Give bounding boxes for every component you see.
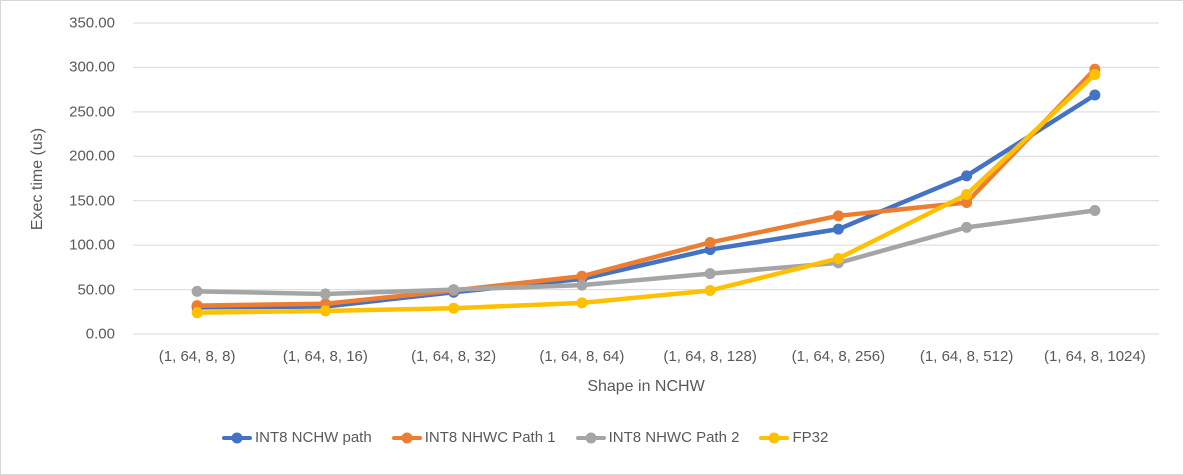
legend-label: INT8 NHWC Path 1 [424,429,556,446]
series-line-fp32 [194,72,1098,315]
data-point-marker [1089,204,1101,216]
data-point-marker [448,284,460,296]
x-tick-label: (1, 64, 8, 16) [282,348,368,365]
data-point-marker [576,297,588,309]
y-tick-label: 50.00 [77,281,115,299]
data-point-marker [832,223,844,235]
x-tick-label: (1, 64, 8, 256) [791,348,886,365]
data-point-marker [191,285,203,297]
x-tick-label: (1, 64, 8, 1024) [1044,348,1146,365]
data-point-marker [961,170,973,182]
data-point-marker [319,305,331,317]
data-point-marker [704,268,716,280]
legend-label: INT8 NHWC Path 2 [608,429,740,446]
y-tick-label: 0.00 [85,325,115,343]
legend-label: FP32 [792,429,829,446]
series-line-int8-nchw-path [194,92,1098,310]
line-marker-icon [575,432,606,444]
series-line-int8-nhwc-path-1 [194,66,1098,308]
x-tick-label: (1, 64, 8, 8) [158,348,236,365]
x-tick-label: (1, 64, 8, 512) [919,348,1014,365]
data-point-marker [191,307,203,319]
data-point-marker [704,284,716,296]
legend-item-int8-nhwc-path-2: INT8 NHWC Path 2 [575,429,740,446]
data-point-marker [1089,69,1101,81]
legend-item-int8-nhwc-path-1: INT8 NHWC Path 1 [391,429,556,446]
y-axis-title: Exec time (us) [29,127,46,231]
legend: INT8 NCHW path INT8 NHWC Path 1 INT8 NHW… [222,429,828,446]
data-point-marker [961,188,973,200]
y-tick-label: 150.00 [69,192,115,210]
x-axis-title: Shape in NCHW [587,378,705,395]
data-point-marker [448,302,460,314]
data-point-marker [576,279,588,291]
y-tick-label: 250.00 [69,103,115,121]
legend-label: INT8 NCHW path [255,429,372,446]
y-tick-label: 200.00 [69,147,115,165]
x-tick-label: (1, 64, 8, 128) [663,348,757,365]
line-marker-icon [759,432,790,444]
data-point-marker [832,252,844,264]
data-point-marker [576,270,588,282]
series-line-int8-nhwc-path-2 [194,208,1098,297]
y-tick-label: 350.00 [69,14,115,32]
data-point-marker [961,221,973,233]
data-point-marker [1089,89,1101,101]
data-point-marker [832,210,844,222]
line-marker-icon [391,432,422,444]
data-point-marker [704,236,716,248]
legend-item-int8-nchw-path: INT8 NCHW path [222,429,372,446]
y-tick-label: 100.00 [69,236,115,254]
y-tick-label: 300.00 [69,58,115,76]
line-marker-icon [222,432,252,444]
data-point-marker [319,288,331,300]
legend-item-fp32: FP32 [759,429,828,446]
x-tick-label: (1, 64, 8, 64) [539,348,625,365]
x-tick-label: (1, 64, 8, 32) [411,348,497,365]
data-point-marker [961,196,973,208]
